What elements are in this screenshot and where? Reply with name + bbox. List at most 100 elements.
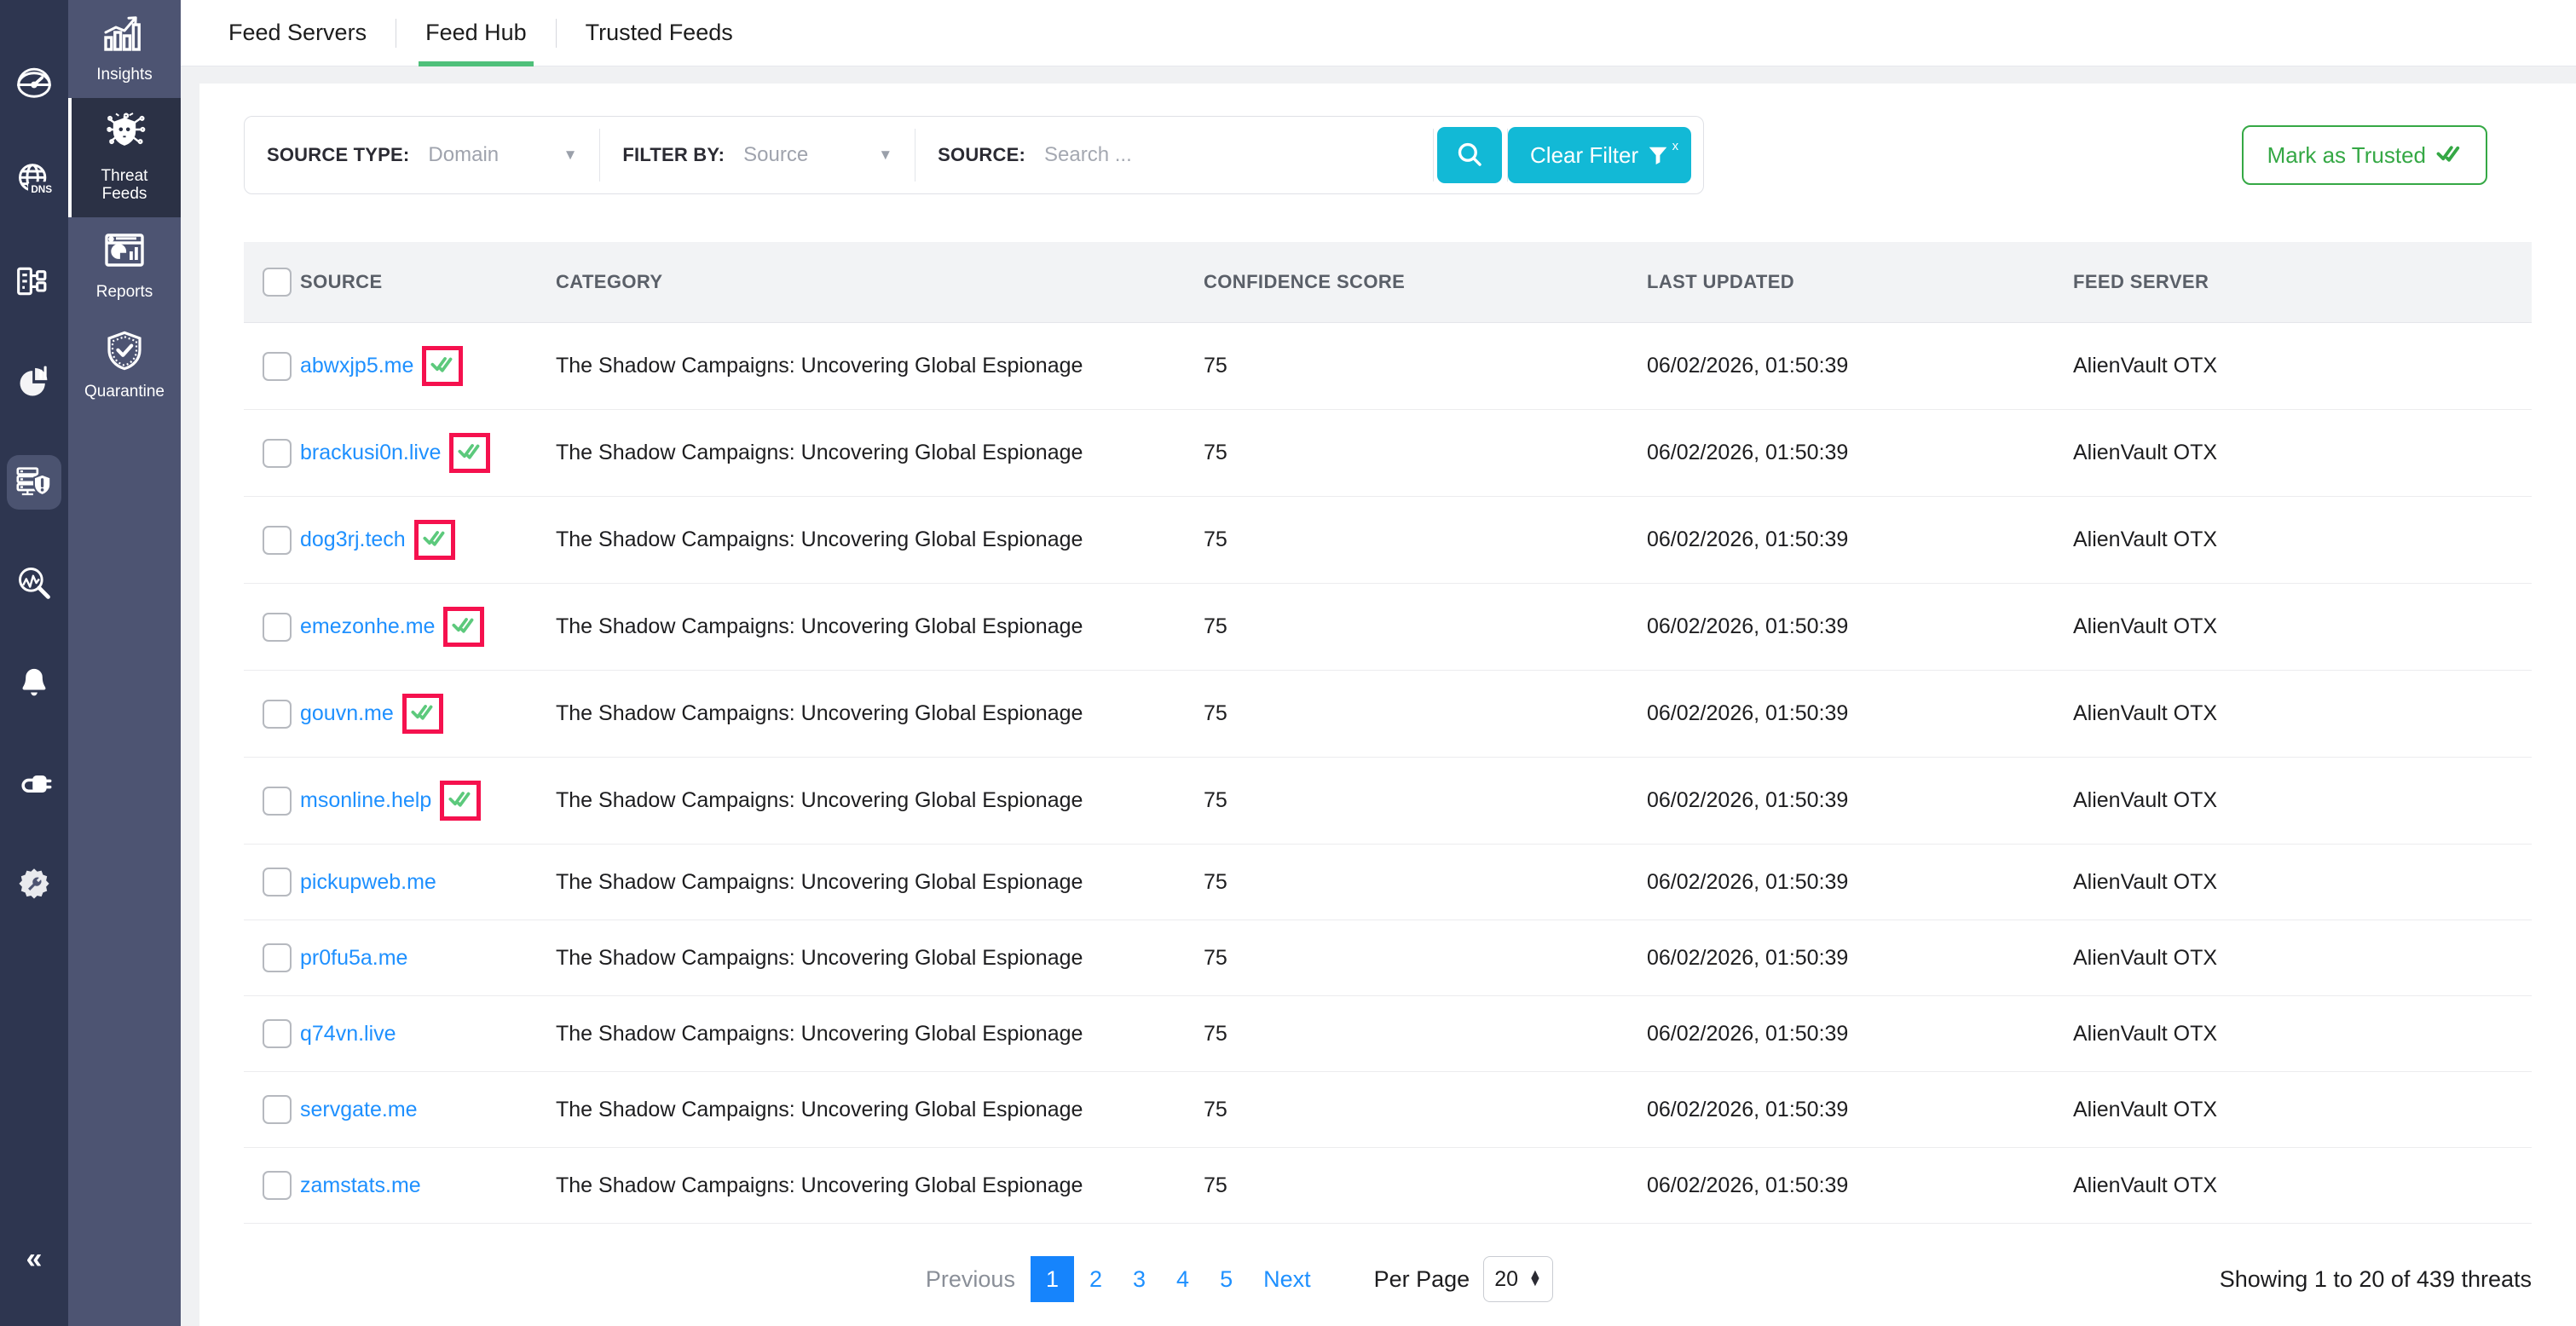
row-checkbox[interactable] [263,868,292,896]
row-checkbox[interactable] [263,1171,292,1200]
row-checkbox[interactable] [263,438,292,468]
column-header-feed-server[interactable]: FEED SERVER [2073,242,2532,323]
feed-server-cell: AlienVault OTX [2073,583,2532,671]
mark-as-trusted-label: Mark as Trusted [2267,141,2426,168]
source-link[interactable]: dog3rj.tech [300,528,406,551]
row-checkbox[interactable] [263,943,292,972]
tab-trusted-feeds[interactable]: Trusted Feeds [585,20,733,45]
analytics-pie-icon[interactable] [7,355,61,409]
row-select-cell [244,920,300,996]
nav-item-label: Quarantine [84,382,165,401]
pagination-page-4[interactable]: 4 [1176,1265,1190,1292]
pagination-page-1[interactable]: 1 [1030,1256,1074,1302]
table-row[interactable]: dog3rj.tech The Shadow Campaigns: Uncover… [244,496,2532,584]
row-select-cell [244,322,300,410]
table-row[interactable]: emezonhe.me The Shadow Campaigns: Uncover… [244,583,2532,671]
search-button[interactable] [1437,127,1503,183]
pagination-next[interactable]: Next [1263,1265,1311,1292]
trusted-check-highlight [422,346,464,386]
source-link[interactable]: q74vn.live [300,1021,396,1046]
investigate-search-icon[interactable] [7,556,61,610]
pagination-page-5[interactable]: 5 [1220,1265,1233,1292]
last-updated-cell: 06/02/2026, 01:50:39 [1647,844,2073,920]
column-header-source[interactable]: SOURCE [300,242,556,323]
filter-row: SOURCE TYPE: Domain ▼ FILTER BY: Source [199,84,2576,194]
nav-panel: Insights Threat [68,0,181,1326]
filter-by-select[interactable]: Source ▼ [743,143,892,167]
source-link[interactable]: brackusi0n.live [300,441,442,464]
table-row[interactable]: servgate.me The Shadow Campaigns: Uncover… [244,1071,2532,1148]
double-check-icon [430,352,454,380]
row-select-cell [244,583,300,671]
tab-feed-servers[interactable]: Feed Servers [228,20,367,45]
pagination-page-2[interactable]: 2 [1089,1265,1102,1292]
source-link[interactable]: abwxjp5.me [300,354,414,378]
dns-globe-icon[interactable]: DNS [7,153,61,208]
double-check-icon [452,613,476,641]
collapse-sidebar-button[interactable]: « [26,1242,43,1275]
row-select-cell [244,1071,300,1148]
nav-item-threat-feeds[interactable]: Threat Feeds [68,97,181,218]
source-link[interactable]: pickupweb.me [300,869,436,894]
row-checkbox[interactable] [263,699,292,729]
clear-filter-button[interactable]: Clear Filter x [1508,127,1692,183]
last-updated-cell: 06/02/2026, 01:50:39 [1647,1223,2073,1232]
double-check-icon [423,526,447,554]
network-topology-icon[interactable] [7,254,61,308]
plug-icon[interactable] [7,757,61,811]
per-page-select[interactable]: 20 ▲ ▼ [1483,1256,1553,1302]
column-header-category[interactable]: CATEGORY [556,242,1204,323]
pagination-previous[interactable]: Previous [925,1265,1015,1292]
pagination-controls: Previous 1 2 3 4 5 Next Per Page 20 ▲ ▼ [910,1256,1553,1302]
search-input[interactable] [1044,143,1412,167]
source-link[interactable]: emezonhe.me [300,614,436,638]
confidence-cell: 75 [1204,670,1647,758]
category-cell: The Shadow Campaigns: Uncovering Global … [556,995,1204,1072]
mark-as-trusted-button[interactable]: Mark as Trusted [2241,125,2487,185]
select-all-checkbox[interactable] [263,268,292,297]
stepper-icon: ▲ ▼ [1528,1267,1542,1289]
bell-icon[interactable] [7,656,61,711]
nav-item-insights[interactable]: Insights [68,0,181,98]
last-updated-cell: 06/02/2026, 01:50:39 [1647,995,2073,1072]
table-row[interactable]: brackusi0n.live The Shadow Campaigns: Unc… [244,409,2532,497]
table-row[interactable]: gouvn.me The Shadow Campaigns: Uncovering… [244,670,2532,758]
table-row[interactable]: msonline.help The Shadow Campaigns: Uncov… [244,757,2532,845]
server-threat-icon[interactable] [7,455,61,510]
dashboard-speedometer-icon[interactable] [7,53,61,107]
nav-item-reports[interactable]: Reports [68,217,181,315]
source-type-select[interactable]: Domain ▼ [428,143,577,167]
category-cell: The Shadow Campaigns: Uncovering Global … [556,1071,1204,1148]
table-row[interactable]: abwxjp5.me The Shadow Campaigns: Uncoveri… [244,322,2532,410]
row-select-cell [244,409,300,497]
filter-by-label: FILTER BY: [622,144,725,165]
pagination-page-3[interactable]: 3 [1133,1265,1146,1292]
column-header-updated[interactable]: LAST UPDATED [1647,242,2073,323]
table-row[interactable]: q74vn.live The Shadow Campaigns: Uncoveri… [244,995,2532,1072]
row-checkbox[interactable] [263,786,292,816]
table-row[interactable]: pr0fu5a.me The Shadow Campaigns: Uncoveri… [244,920,2532,996]
row-checkbox[interactable] [263,1019,292,1048]
gear-wrench-icon[interactable] [7,857,61,912]
table-row[interactable]: zamstats.me The Shadow Campaigns: Uncover… [244,1147,2532,1224]
nav-item-quarantine[interactable]: Quarantine [68,315,181,415]
nav-item-label: Insights [96,65,153,84]
table-row[interactable]: pickupweb.me The Shadow Campaigns: Uncove… [244,844,2532,920]
source-link[interactable]: servgate.me [300,1097,418,1121]
confidence-cell: 75 [1204,1223,1647,1232]
source-link[interactable]: msonline.help [300,788,432,812]
source-link[interactable]: pr0fu5a.me [300,945,408,970]
icon-rail: DNS [0,0,68,1326]
source-link[interactable]: zamstats.me [300,1173,421,1197]
row-checkbox[interactable] [263,1095,292,1124]
threats-table: SOURCE CATEGORY CONFIDENCE SCORE LAST UP… [244,242,2532,1232]
column-header-confidence[interactable]: CONFIDENCE SCORE [1204,242,1647,323]
row-checkbox[interactable] [263,525,292,555]
feed-server-cell: AlienVault OTX [2073,757,2532,845]
row-checkbox[interactable] [263,612,292,642]
tab-feed-hub[interactable]: Feed Hub [396,0,556,66]
row-checkbox[interactable] [263,351,292,381]
clear-filter-label: Clear Filter [1530,141,1639,168]
source-link[interactable]: gouvn.me [300,701,394,725]
